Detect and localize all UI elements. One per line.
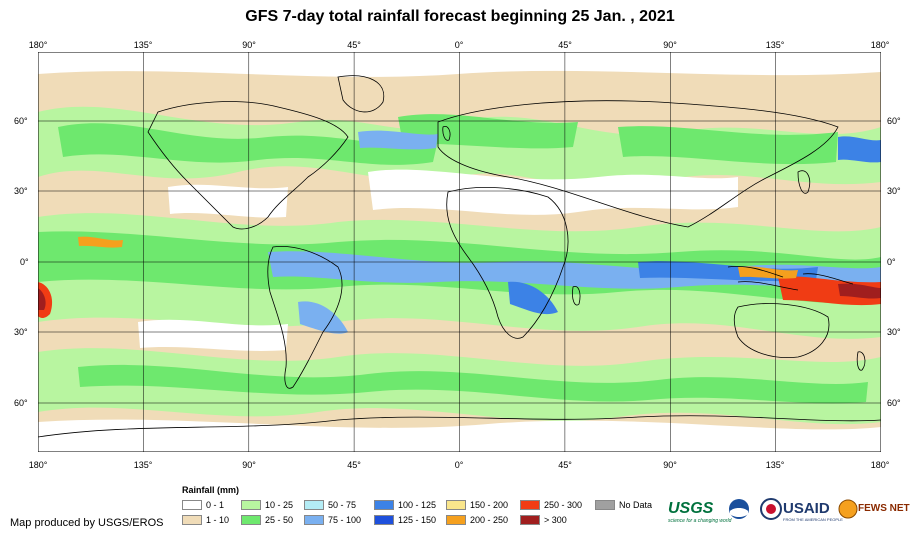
usaid-logo-text: USAID (783, 500, 830, 517)
lon-label: 45° (347, 460, 361, 470)
legend-label: No Data (619, 500, 653, 510)
legend-item: 25 - 50 (241, 515, 293, 525)
uk-outline (442, 125, 451, 141)
greenland-outline (337, 75, 385, 113)
usgs-logo-text: USGS (668, 500, 714, 517)
legend-swatch (241, 500, 261, 510)
legend-item: No Data (595, 500, 652, 510)
madagascar-outline (572, 285, 581, 306)
usgs-tagline: science for a changing world (668, 518, 732, 524)
lat-label: 30° (887, 186, 901, 196)
lon-label: 135° (765, 40, 785, 50)
legend-label: 1 - 10 (206, 515, 230, 525)
lat-label: 60° (14, 398, 28, 408)
lat-label: 60° (887, 398, 901, 408)
legend-item: > 300 (520, 515, 567, 525)
australia-outline (733, 303, 830, 358)
legend-label: 150 - 200 (470, 500, 509, 510)
lon-label: 45° (558, 460, 572, 470)
lon-label: 90° (663, 460, 677, 470)
graticule (38, 52, 881, 452)
lon-label: 180° (870, 40, 890, 50)
rainfall-map (38, 52, 881, 452)
usaid-tagline: FROM THE AMERICAN PEOPLE (783, 517, 843, 522)
map-title: GFS 7-day total rainfall forecast beginn… (245, 8, 675, 25)
legend-swatch (595, 500, 615, 510)
africa-outline (446, 187, 569, 339)
legend-swatch (374, 515, 394, 525)
legend-label: 10 - 25 (265, 500, 294, 510)
lon-label: 180° (870, 460, 890, 470)
lat-label: 0° (20, 257, 29, 267)
new-zealand-outline (856, 351, 866, 371)
lon-label: 0° (454, 40, 464, 50)
north-america-outline (147, 101, 349, 230)
coastlines (38, 75, 881, 438)
legend-swatch (241, 515, 261, 525)
legend-label: 50 - 75 (328, 500, 357, 510)
legend-swatch (520, 500, 540, 510)
lon-label: 45° (558, 40, 572, 50)
legend-swatch (304, 500, 324, 510)
legend-label: 75 - 100 (328, 515, 362, 525)
lat-label: 60° (887, 116, 901, 126)
lon-label: 180° (28, 40, 48, 50)
legend-title: Rainfall (mm) (182, 485, 240, 495)
lat-label: 30° (887, 327, 901, 337)
legend-item: 10 - 25 (241, 500, 293, 510)
legend-label: 125 - 150 (398, 515, 437, 525)
legend-label: 100 - 125 (398, 500, 437, 510)
fews-logo: FEWS NET (858, 503, 910, 514)
lat-label: 60° (14, 116, 28, 126)
lon-label: 45° (347, 40, 361, 50)
legend-item: 250 - 300 (520, 500, 582, 510)
legend-swatch (304, 515, 324, 525)
south-america-outline (267, 246, 343, 389)
lon-label: 90° (242, 40, 256, 50)
legend-label: > 300 (544, 515, 567, 525)
japan-outline (797, 170, 811, 194)
legend-label: 200 - 250 (470, 515, 509, 525)
lat-label: 30° (14, 186, 28, 196)
lon-label: 0° (454, 460, 464, 470)
fews-globe-icon (838, 499, 858, 519)
eurasia-outline (437, 100, 839, 228)
legend-item: 150 - 200 (446, 500, 508, 510)
legend-item: 100 - 125 (374, 500, 436, 510)
legend-item: 50 - 75 (304, 500, 356, 510)
legend-swatch (520, 515, 540, 525)
legend-item: 125 - 150 (374, 515, 436, 525)
lon-label: 90° (663, 40, 677, 50)
lon-label: 135° (133, 40, 153, 50)
legend-item: 1 - 10 (182, 515, 229, 525)
legend-swatch (446, 500, 466, 510)
legend-swatch (182, 515, 202, 525)
legend-swatch (374, 500, 394, 510)
lon-label: 90° (242, 460, 256, 470)
usaid-logo: USAID FROM THE AMERICAN PEOPLE (783, 500, 843, 522)
usaid-seal-icon (760, 498, 782, 520)
lon-label: 180° (28, 460, 48, 470)
legend-swatch (182, 500, 202, 510)
legend-item: 200 - 250 (446, 515, 508, 525)
antarctica-outline (38, 415, 881, 438)
noaa-logo-icon (729, 499, 749, 519)
map-credit: Map produced by USGS/EROS (10, 517, 164, 529)
legend-label: 25 - 50 (265, 515, 294, 525)
legend-item: 75 - 100 (304, 515, 361, 525)
legend-label: 250 - 300 (544, 500, 583, 510)
indonesia-outline (727, 265, 854, 291)
legend-label: 0 - 1 (206, 500, 225, 510)
legend-item: 0 - 1 (182, 500, 224, 510)
lat-label: 30° (14, 327, 28, 337)
usgs-logo: USGS science for a changing world (668, 500, 731, 524)
legend-swatch (446, 515, 466, 525)
lat-label: 0° (887, 257, 896, 267)
lon-label: 135° (133, 460, 153, 470)
lon-label: 135° (765, 460, 785, 470)
